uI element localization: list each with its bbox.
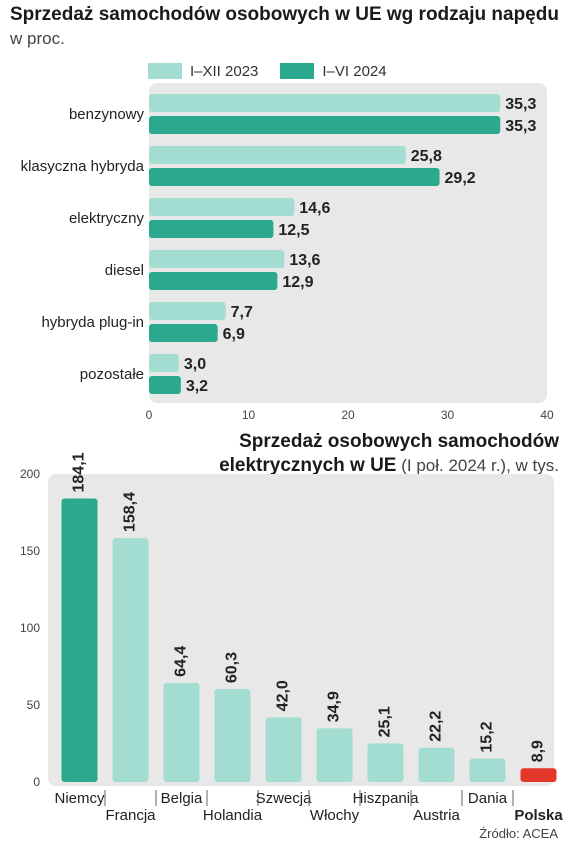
data-label: 6,9 xyxy=(223,326,245,343)
category-label: Austria xyxy=(413,807,460,824)
chart1-plot-area xyxy=(149,83,547,403)
category-label: Hiszpania xyxy=(353,790,420,807)
bar-2023 xyxy=(149,302,226,320)
bar-włochy xyxy=(316,728,353,782)
legend-swatch-2024 xyxy=(280,63,315,79)
bar-belgia xyxy=(163,682,200,782)
category-label: Holandia xyxy=(203,807,263,824)
category-label: Włochy xyxy=(310,807,360,824)
category-label: Polska xyxy=(514,807,563,824)
data-label: 3,2 xyxy=(186,378,208,395)
legend-label-2023: I–XII 2023 xyxy=(190,62,259,80)
y-tick-label: 200 xyxy=(20,467,40,481)
category-label: pozostałe xyxy=(80,366,144,383)
category-label: Belgia xyxy=(161,790,203,807)
data-label: 3,0 xyxy=(184,356,206,373)
bar-szwecja xyxy=(265,717,302,782)
chart-title: Sprzedaż samochodów osobowych w UE wg ro… xyxy=(10,4,559,25)
chart2-title-line2-rest: (I poł. 2024 r.), w tys. xyxy=(396,456,559,475)
legend-item-2024: I–VI 2024 xyxy=(280,62,387,80)
category-label: benzynowy xyxy=(69,106,145,123)
data-label: 184,1 xyxy=(71,452,88,492)
bar-2023 xyxy=(149,146,406,164)
bar-holandia xyxy=(214,689,251,782)
data-label: 60,3 xyxy=(224,652,241,683)
y-tick-label: 0 xyxy=(33,775,40,789)
bar-2023 xyxy=(149,354,179,372)
legend-label-2024: I–VI 2024 xyxy=(322,62,387,80)
data-label: 12,5 xyxy=(278,222,309,239)
x-tick-label: 10 xyxy=(242,408,256,422)
bar-2023 xyxy=(149,94,501,112)
chart2-title-line2-bold: elektrycznych w UE xyxy=(219,455,397,476)
bar-austria xyxy=(418,747,455,782)
data-label: 34,9 xyxy=(326,691,343,722)
bar-niemcy xyxy=(61,498,98,782)
source-note: Źródło: ACEA xyxy=(479,826,558,841)
bar-2024 xyxy=(149,168,440,186)
data-label: 42,0 xyxy=(275,680,292,711)
data-label: 64,4 xyxy=(173,646,190,677)
chart2-title-line2: elektrycznych w UE (I poł. 2024 r.), w t… xyxy=(219,454,559,478)
bar-2024 xyxy=(149,116,501,134)
bar-dania xyxy=(469,758,506,782)
chart2-title-line1: Sprzedaż osobowych samochodów xyxy=(239,431,559,452)
data-label: 22,2 xyxy=(428,711,445,742)
data-label: 14,6 xyxy=(299,200,330,217)
category-label: hybryda plug-in xyxy=(41,314,144,331)
legend-swatch-2023 xyxy=(148,63,182,79)
legend-item-2023: I–XII 2023 xyxy=(148,63,258,80)
category-label: elektryczny xyxy=(69,210,145,227)
bar-2024 xyxy=(149,324,218,342)
bar-2024 xyxy=(149,220,274,238)
data-label: 158,4 xyxy=(122,492,139,532)
chart2-title: Sprzedaż osobowych samochodów elektryczn… xyxy=(219,430,559,478)
x-tick-label: 30 xyxy=(441,408,455,422)
bar-2024 xyxy=(149,376,181,394)
y-tick-label: 100 xyxy=(20,621,40,635)
bar-francja xyxy=(112,538,149,782)
x-tick-label: 40 xyxy=(540,408,554,422)
bar-polska xyxy=(520,768,557,782)
y-tick-label: 50 xyxy=(27,698,41,712)
x-tick-label: 20 xyxy=(341,408,355,422)
category-label: Niemcy xyxy=(54,790,105,807)
data-label: 29,2 xyxy=(445,170,476,187)
bar-2024 xyxy=(149,272,278,290)
data-label: 25,1 xyxy=(377,706,394,737)
bar-2023 xyxy=(149,198,295,216)
bar-hiszpania xyxy=(367,743,404,782)
data-label: 13,6 xyxy=(289,252,320,269)
category-label: Dania xyxy=(468,790,508,807)
data-label: 35,3 xyxy=(505,96,536,113)
chart-subtitle: w proc. xyxy=(10,29,65,48)
category-label: Francja xyxy=(105,807,156,824)
data-label: 7,7 xyxy=(231,304,253,321)
data-label: 15,2 xyxy=(479,721,496,752)
category-label: klasyczna hybryda xyxy=(21,158,145,175)
y-tick-label: 150 xyxy=(20,544,40,558)
data-label: 35,3 xyxy=(505,118,536,135)
category-label: diesel xyxy=(105,262,144,279)
legend: I–XII 2023 I–VI 2024 xyxy=(148,60,409,82)
category-label: Szwecja xyxy=(256,790,313,807)
data-label: 12,9 xyxy=(282,274,313,291)
data-label: 8,9 xyxy=(530,740,547,762)
data-label: 25,8 xyxy=(411,148,442,165)
x-tick-label: 0 xyxy=(146,408,153,422)
bar-2023 xyxy=(149,250,285,268)
